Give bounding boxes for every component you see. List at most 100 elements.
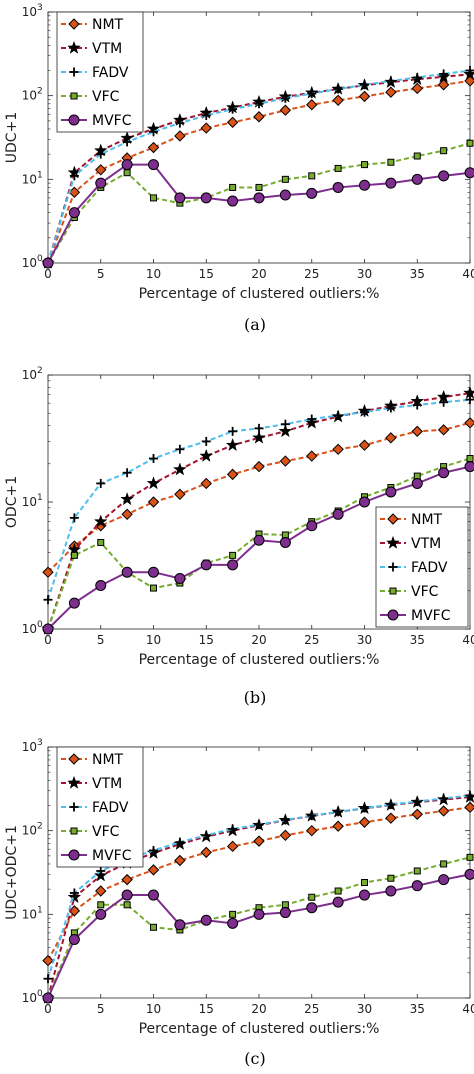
data-point-fadv <box>228 824 238 834</box>
y-tick-exponent: 2 <box>37 822 43 832</box>
data-point-nmt <box>68 186 81 199</box>
data-point-mvfc <box>253 192 265 204</box>
data-point-mvfc <box>279 189 291 201</box>
data-point-mvfc <box>359 179 370 191</box>
x-tick-label: 0 <box>44 267 52 281</box>
data-point-mvfc <box>68 207 80 219</box>
data-point-vfc <box>308 172 316 180</box>
y-axis-label: UDC+1 <box>4 112 20 163</box>
data-point-mvfc <box>332 181 344 193</box>
data-point-mvfc <box>174 192 186 204</box>
data-point-vtm <box>199 448 214 462</box>
x-tick-label: 10 <box>146 1002 161 1016</box>
data-point-mvfc <box>438 467 450 479</box>
data-point-nmt <box>358 439 371 451</box>
data-point-mvfc <box>306 520 318 532</box>
legend-marker-mvfc <box>68 114 80 126</box>
data-point-vfc <box>229 551 237 559</box>
data-point-fadv <box>69 888 79 898</box>
x-tick-label: 25 <box>304 267 319 281</box>
x-axis-label: Percentage of clustered outliers:% <box>139 1021 380 1037</box>
y-tick-exponent: 0 <box>37 989 43 999</box>
data-point-fadv <box>439 69 449 79</box>
x-tick-label: 40 <box>462 1002 474 1016</box>
data-point-mvfc <box>279 907 291 919</box>
series-mvfc <box>42 159 474 269</box>
legend-label-vtm: VTM <box>92 776 122 792</box>
series-line-vfc <box>47 856 471 999</box>
data-point-fadv <box>412 72 422 82</box>
data-point-nmt <box>174 488 186 500</box>
data-point-mvfc <box>200 192 212 204</box>
data-point-mvfc <box>200 559 212 571</box>
data-point-nmt <box>437 79 450 91</box>
x-axis-label: Percentage of clustered outliers:% <box>139 652 380 668</box>
series-line-nmt <box>47 421 471 573</box>
data-point-nmt <box>279 829 292 842</box>
legend-marker-vtm <box>386 535 400 549</box>
y-tick-label: 10 <box>22 256 37 270</box>
legend-label-vtm: VTM <box>411 536 441 552</box>
y-tick-label: 10 <box>22 89 37 103</box>
data-point-nmt <box>385 86 397 98</box>
data-point-vfc <box>150 584 157 592</box>
y-tick-label: 10 <box>22 991 37 1005</box>
series-line-vtm <box>47 73 471 264</box>
data-point-nmt <box>279 455 292 467</box>
x-tick-label: 20 <box>251 1002 266 1016</box>
data-point-vfc <box>281 901 289 909</box>
data-point-fadv <box>43 595 53 605</box>
y-tick-label: 10 <box>22 368 37 382</box>
data-point-mvfc <box>306 902 318 914</box>
data-point-nmt <box>411 82 423 95</box>
data-point-mvfc <box>95 908 107 920</box>
data-point-nmt <box>253 835 265 847</box>
series-nmt <box>42 801 474 967</box>
data-point-mvfc <box>42 623 54 635</box>
data-point-nmt <box>437 805 450 817</box>
data-point-nmt <box>332 820 344 832</box>
legend-marker-vfc <box>70 92 78 100</box>
data-point-nmt <box>306 98 318 111</box>
data-point-nmt <box>174 130 186 142</box>
data-point-nmt <box>95 885 107 897</box>
data-point-mvfc <box>359 889 370 901</box>
x-tick-label: 25 <box>304 1002 319 1016</box>
data-point-fadv <box>386 800 396 810</box>
legend-marker-vtm <box>67 40 81 54</box>
data-point-nmt <box>147 496 160 508</box>
data-point-nmt <box>121 508 133 521</box>
x-tick-label: 35 <box>410 633 425 647</box>
data-point-nmt <box>226 116 239 129</box>
y-tick-exponent: 1 <box>37 493 43 503</box>
data-point-vtm <box>278 424 293 438</box>
data-point-vfc <box>97 538 105 546</box>
legend-marker-fadv <box>388 562 398 572</box>
data-point-fadv <box>386 403 396 413</box>
data-point-mvfc <box>464 167 474 179</box>
y-tick-label: 10 <box>22 172 37 186</box>
data-point-fadv <box>465 65 474 75</box>
data-point-mvfc <box>411 477 423 489</box>
data-point-mvfc <box>68 597 80 609</box>
data-point-fadv <box>412 797 422 807</box>
data-point-vfc <box>123 169 131 177</box>
data-point-fadv <box>333 410 343 420</box>
data-point-mvfc <box>227 559 239 571</box>
y-tick-exponent: 1 <box>37 170 43 180</box>
data-point-vfc <box>308 893 316 901</box>
x-tick-label: 5 <box>97 633 105 647</box>
data-point-mvfc <box>359 496 370 508</box>
data-point-fadv <box>307 414 317 424</box>
data-point-vfc <box>361 161 368 169</box>
data-point-nmt <box>464 417 474 429</box>
data-point-vfc <box>466 455 474 463</box>
data-point-mvfc <box>148 566 159 578</box>
data-point-nmt <box>306 450 318 462</box>
data-point-mvfc <box>385 885 397 897</box>
data-point-vfc <box>334 164 342 172</box>
data-point-vfc <box>387 158 395 166</box>
legend-marker-vtm <box>67 775 81 789</box>
data-point-nmt <box>200 477 212 490</box>
